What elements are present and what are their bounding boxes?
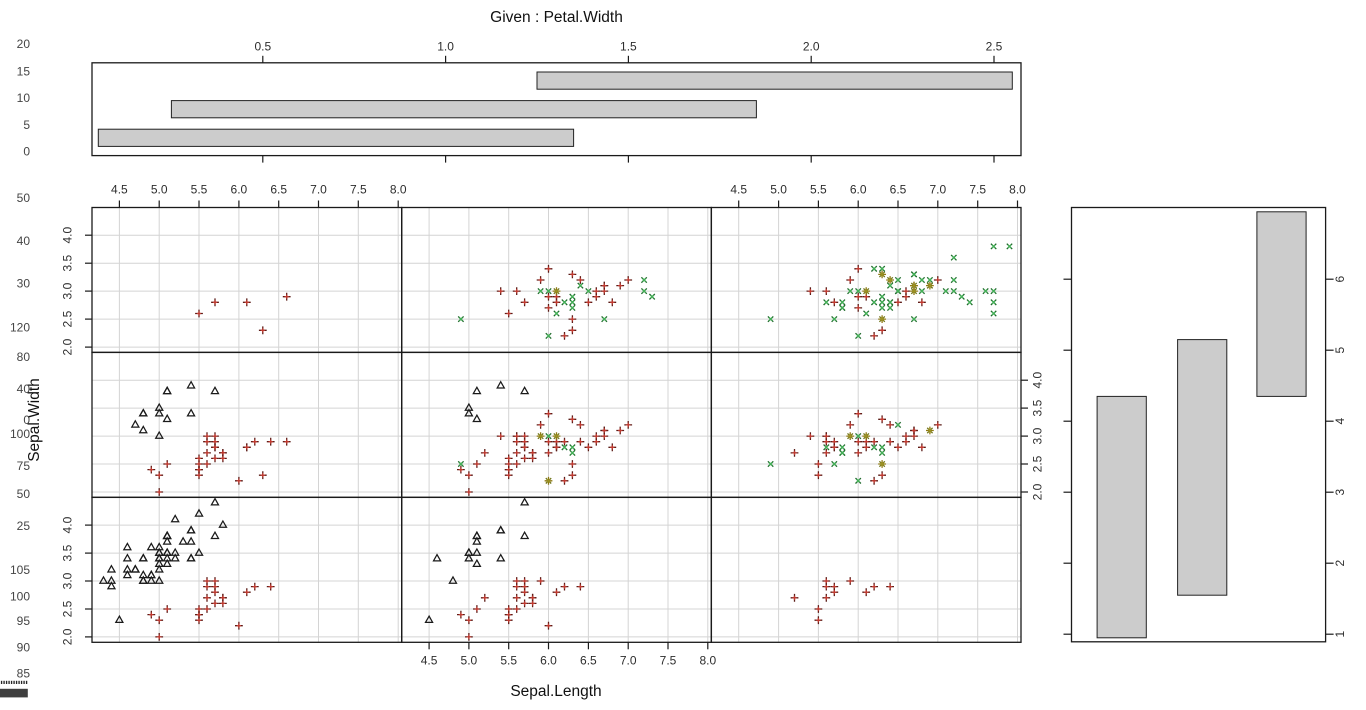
svg-text:5: 5 bbox=[23, 118, 30, 132]
svg-text:4: 4 bbox=[1333, 418, 1347, 425]
svg-text:6.5: 6.5 bbox=[890, 183, 907, 197]
svg-text:5.0: 5.0 bbox=[151, 183, 168, 197]
svg-text:7.5: 7.5 bbox=[969, 183, 986, 197]
svg-text:15: 15 bbox=[17, 64, 31, 78]
svg-text:75: 75 bbox=[17, 459, 31, 473]
svg-text:5: 5 bbox=[1333, 347, 1347, 354]
svg-text:2.5: 2.5 bbox=[986, 40, 1003, 54]
svg-text:20: 20 bbox=[17, 37, 31, 51]
svg-text:7.0: 7.0 bbox=[310, 183, 327, 197]
svg-text:50: 50 bbox=[17, 191, 31, 205]
svg-text:6: 6 bbox=[1333, 276, 1347, 283]
svg-text:90: 90 bbox=[17, 641, 31, 655]
svg-text:7.0: 7.0 bbox=[620, 654, 637, 668]
svg-text:50: 50 bbox=[17, 487, 31, 501]
svg-text:2.5: 2.5 bbox=[1031, 455, 1045, 472]
svg-text:4.5: 4.5 bbox=[421, 654, 438, 668]
svg-text:2.0: 2.0 bbox=[61, 628, 75, 645]
svg-text:40: 40 bbox=[17, 234, 31, 248]
svg-text:1.5: 1.5 bbox=[620, 40, 637, 54]
svg-text:2.0: 2.0 bbox=[61, 338, 75, 355]
svg-text:6.0: 6.0 bbox=[850, 183, 867, 197]
svg-text:6.5: 6.5 bbox=[270, 183, 287, 197]
svg-text:2.0: 2.0 bbox=[1031, 483, 1045, 500]
svg-text:7.0: 7.0 bbox=[929, 183, 946, 197]
svg-text:4.0: 4.0 bbox=[61, 227, 75, 244]
svg-text:2.0: 2.0 bbox=[803, 40, 820, 54]
svg-text:0.5: 0.5 bbox=[254, 40, 271, 54]
svg-text:40: 40 bbox=[17, 382, 31, 396]
svg-text:5.5: 5.5 bbox=[810, 183, 827, 197]
svg-text:3.5: 3.5 bbox=[61, 544, 75, 561]
svg-text:0: 0 bbox=[23, 413, 30, 427]
svg-text:25: 25 bbox=[17, 519, 31, 533]
svg-text:100: 100 bbox=[10, 589, 30, 603]
svg-text:8.0: 8.0 bbox=[699, 654, 716, 668]
svg-text:8.0: 8.0 bbox=[390, 183, 407, 197]
svg-text:Sepal.Width: Sepal.Width bbox=[26, 378, 43, 462]
svg-text:Given : Petal.Width: Given : Petal.Width bbox=[490, 9, 623, 26]
svg-text:95: 95 bbox=[17, 614, 31, 628]
svg-text:80: 80 bbox=[17, 350, 31, 364]
svg-text:3.0: 3.0 bbox=[1031, 427, 1045, 444]
svg-text:120: 120 bbox=[10, 321, 30, 335]
svg-text:3.0: 3.0 bbox=[61, 282, 75, 299]
svg-text:105: 105 bbox=[10, 563, 30, 577]
svg-text:6.0: 6.0 bbox=[540, 654, 557, 668]
svg-text:1: 1 bbox=[1333, 631, 1347, 638]
svg-text:3.5: 3.5 bbox=[61, 255, 75, 272]
svg-text:4.0: 4.0 bbox=[61, 516, 75, 533]
svg-text:5.5: 5.5 bbox=[191, 183, 208, 197]
svg-text:5.0: 5.0 bbox=[461, 654, 478, 668]
svg-text:Sepal.Length: Sepal.Length bbox=[510, 683, 601, 700]
svg-text:2.5: 2.5 bbox=[61, 310, 75, 327]
svg-text:8.0: 8.0 bbox=[1009, 183, 1026, 197]
svg-text:7.5: 7.5 bbox=[350, 183, 367, 197]
svg-text:30: 30 bbox=[17, 277, 31, 291]
svg-text:3: 3 bbox=[1333, 489, 1347, 496]
svg-text:100: 100 bbox=[10, 427, 30, 441]
svg-text:2: 2 bbox=[1333, 560, 1347, 567]
svg-text:5.0: 5.0 bbox=[770, 183, 787, 197]
svg-text:5.5: 5.5 bbox=[500, 654, 517, 668]
svg-text:6.5: 6.5 bbox=[580, 654, 597, 668]
svg-text:3.5: 3.5 bbox=[1031, 399, 1045, 416]
svg-text:4.5: 4.5 bbox=[730, 183, 747, 197]
svg-text:7.5: 7.5 bbox=[660, 654, 677, 668]
svg-text:3.0: 3.0 bbox=[61, 572, 75, 589]
svg-text:85: 85 bbox=[17, 666, 31, 680]
svg-text:4.5: 4.5 bbox=[111, 183, 128, 197]
svg-text:0: 0 bbox=[23, 145, 30, 159]
svg-text:2.5: 2.5 bbox=[61, 600, 75, 617]
svg-text:10: 10 bbox=[17, 91, 31, 105]
svg-text:6.0: 6.0 bbox=[231, 183, 248, 197]
svg-text:4.0: 4.0 bbox=[1031, 372, 1045, 389]
svg-text:1.0: 1.0 bbox=[437, 40, 454, 54]
